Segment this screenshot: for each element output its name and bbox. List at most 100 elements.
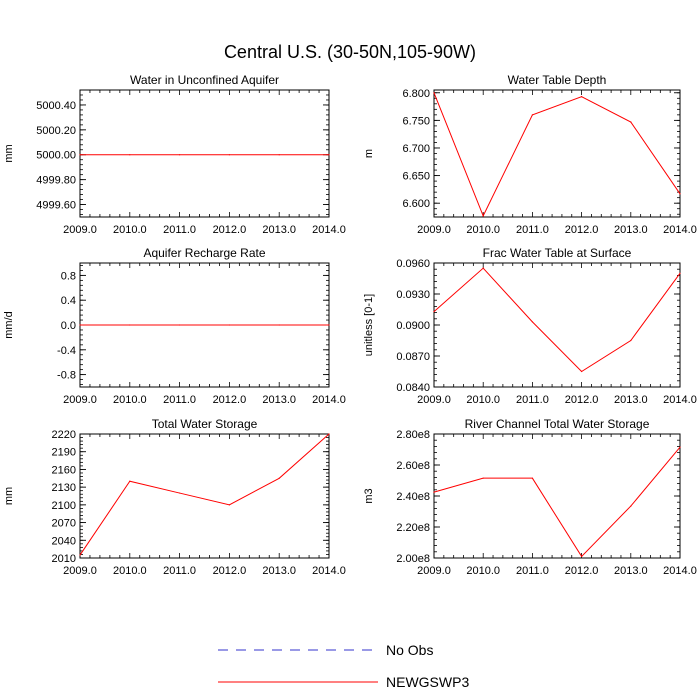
y-axis-label: mm xyxy=(3,487,15,505)
panel-title: Frac Water Table at Surface xyxy=(483,246,632,260)
data-point xyxy=(630,339,632,342)
series-line-newgswp3 xyxy=(79,433,330,556)
legend: No Obs NEWGSWP3 xyxy=(218,642,469,690)
y-tick-label: 0.8 xyxy=(61,270,76,282)
y-axis-label: unitless [0-1] xyxy=(363,294,375,356)
data-point xyxy=(79,324,81,326)
data-point xyxy=(328,324,330,326)
data-point xyxy=(482,267,484,269)
x-tick-label: 2009.0 xyxy=(417,224,451,236)
y-tick-label: -0.4 xyxy=(57,345,76,357)
x-tick-label: 2012.0 xyxy=(213,224,247,236)
panel-5: Total Water Storage 2009.0 2010.0 2011.0 201… xyxy=(3,417,346,577)
data-point xyxy=(228,504,230,506)
x-tick-label: 2009.0 xyxy=(417,565,451,577)
data-point xyxy=(79,554,81,556)
y-tick-label: 2.00e8 xyxy=(396,553,430,565)
x-tick-label: 2011.0 xyxy=(516,565,549,577)
legend-label-newgswp3: NEWGSWP3 xyxy=(386,674,469,690)
y-tick-label: 2.20e8 xyxy=(396,522,430,534)
x-tick-label: 2009.0 xyxy=(63,394,97,406)
x-tick-label: 2010.0 xyxy=(466,565,500,577)
x-tick-label: 2012.0 xyxy=(565,565,599,577)
x-tick-label: 2009.0 xyxy=(63,565,97,577)
data-point xyxy=(328,154,330,156)
plot-frame xyxy=(79,433,330,559)
x-tick-label: 2014.0 xyxy=(663,394,697,406)
data-point xyxy=(79,154,81,156)
data-point xyxy=(679,272,681,274)
y-tick-label: 5000.40 xyxy=(36,100,76,112)
y-tick-label: 2.80e8 xyxy=(396,429,430,441)
y-axis-label: m3 xyxy=(363,488,375,503)
x-tick-label: 2012.0 xyxy=(565,224,599,236)
y-tick-label: 6.800 xyxy=(402,88,430,100)
data-point xyxy=(129,154,131,156)
panel-3: Aquifer Recharge Rate 2009.0 2010.0 2011.0 2… xyxy=(3,246,346,406)
panel-1: Water in Unconfined Aquifer 2009.0 2010.0 2… xyxy=(3,73,346,236)
data-point xyxy=(482,215,484,217)
x-tick-label: 2011.0 xyxy=(163,394,196,406)
series-line-newgswp3 xyxy=(433,446,681,558)
data-point xyxy=(179,154,181,156)
data-point xyxy=(129,324,131,326)
panel-title: Water Table Depth xyxy=(508,73,607,87)
panel-title: Water in Unconfined Aquifer xyxy=(130,73,279,87)
y-tick-label: 2160 xyxy=(52,464,76,476)
y-tick-label: -0.8 xyxy=(57,370,76,382)
data-point xyxy=(482,477,484,479)
x-tick-label: 2014.0 xyxy=(663,224,697,236)
y-tick-label: 0.4 xyxy=(61,295,76,307)
legend-label-no-obs: No Obs xyxy=(386,642,433,658)
x-tick-label: 2014.0 xyxy=(312,394,346,406)
data-point xyxy=(679,193,681,195)
x-tick-label: 2010.0 xyxy=(113,394,147,406)
x-tick-label: 2013.0 xyxy=(614,224,648,236)
series-line-newgswp3 xyxy=(433,267,681,373)
y-tick-label: 6.750 xyxy=(402,115,430,127)
x-tick-label: 2011.0 xyxy=(516,224,549,236)
y-tick-label: 5000.00 xyxy=(36,150,76,162)
y-axis-label: mm xyxy=(3,144,15,162)
panel-title: Aquifer Recharge Rate xyxy=(143,246,265,260)
x-tick-label: 2012.0 xyxy=(213,565,247,577)
y-tick-label: 2130 xyxy=(52,482,76,494)
x-tick-label: 2014.0 xyxy=(312,565,346,577)
panel-title: River Channel Total Water Storage xyxy=(465,417,650,431)
y-tick-label: 0.0870 xyxy=(396,351,430,363)
data-point xyxy=(278,324,280,326)
y-tick-label: 2070 xyxy=(52,518,76,530)
x-tick-label: 2013.0 xyxy=(262,394,296,406)
y-tick-label: 2220 xyxy=(52,429,76,441)
data-point xyxy=(581,370,583,373)
series-line-newgswp3 xyxy=(433,92,681,218)
y-tick-label: 2.40e8 xyxy=(396,491,430,503)
data-point xyxy=(433,491,435,493)
y-axis-label: mm/d xyxy=(3,311,15,339)
data-point xyxy=(228,154,230,156)
data-point xyxy=(531,321,534,323)
x-tick-label: 2012.0 xyxy=(213,394,247,406)
y-tick-label: 0.0840 xyxy=(396,382,430,394)
data-point xyxy=(531,114,534,116)
x-tick-label: 2014.0 xyxy=(663,565,697,577)
y-tick-label: 0.0960 xyxy=(396,258,430,270)
y-axis-label: m xyxy=(363,149,375,158)
y-tick-label: 0.0930 xyxy=(396,289,430,301)
x-tick-label: 2013.0 xyxy=(262,224,296,236)
panels: Water in Unconfined Aquifer 2009.0 2010.0 2… xyxy=(3,73,697,577)
y-tick-label: 2.60e8 xyxy=(396,460,430,472)
y-tick-label: 4999.80 xyxy=(36,175,76,187)
x-tick-label: 2010.0 xyxy=(466,224,500,236)
y-tick-label: 2190 xyxy=(52,447,76,459)
y-tick-label: 2100 xyxy=(52,500,76,512)
y-tick-label: 6.600 xyxy=(402,198,430,210)
x-tick-label: 2010.0 xyxy=(466,394,500,406)
y-tick-label: 0.0900 xyxy=(396,320,430,332)
plot-frame xyxy=(79,89,330,218)
y-tick-label: 2040 xyxy=(52,535,76,547)
plot-frame xyxy=(433,262,681,388)
y-tick-label: 0.0 xyxy=(61,320,76,332)
y-tick-label: 4999.60 xyxy=(36,200,76,212)
